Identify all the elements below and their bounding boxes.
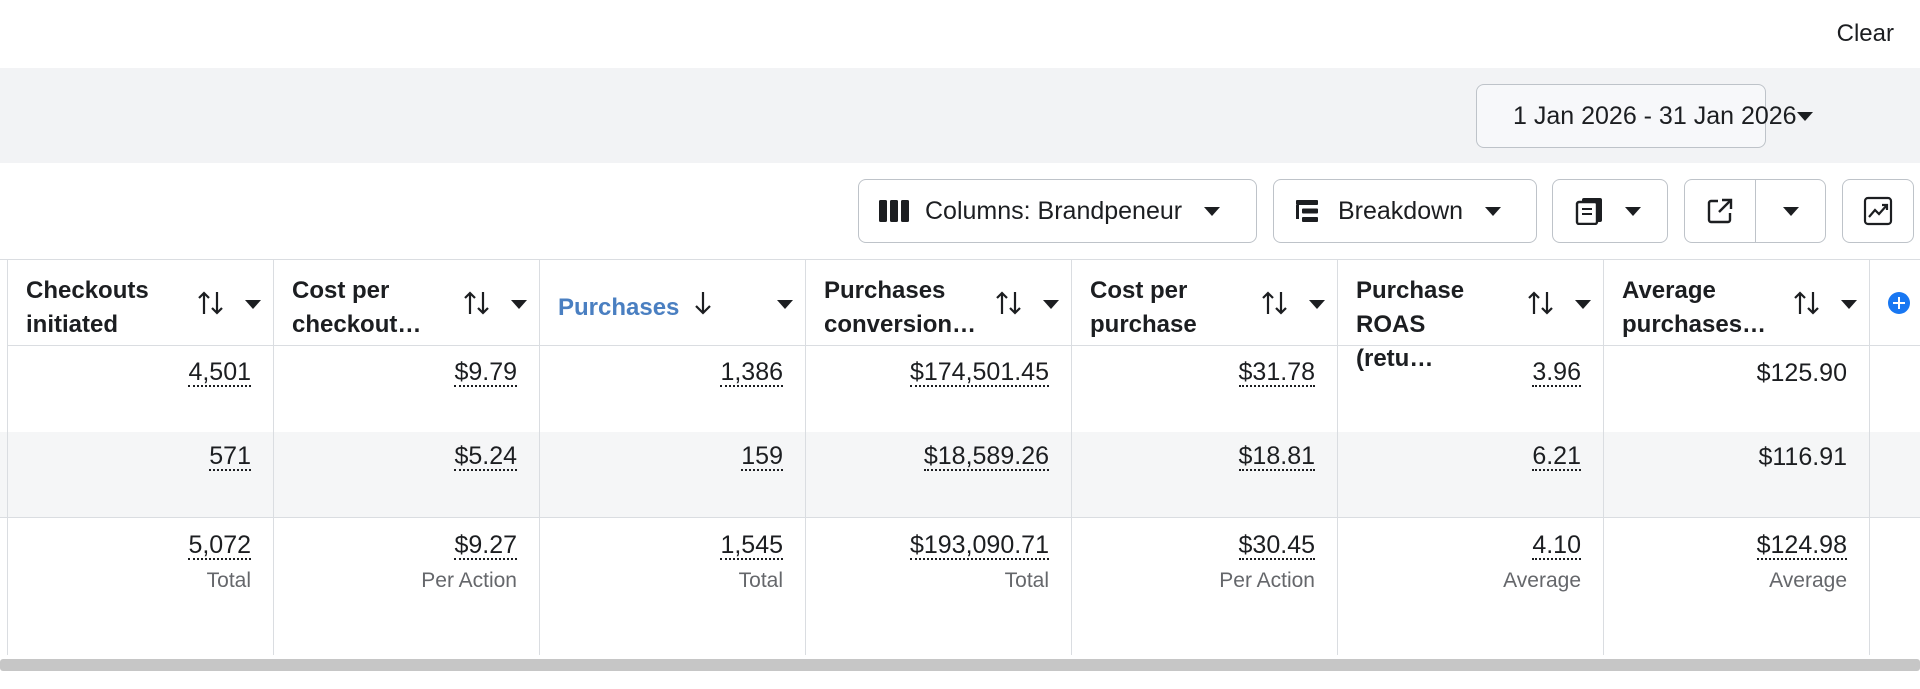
column-average-purchases-value: Average purchases… $125.90 $116.91 $124.… (1604, 260, 1870, 655)
table-cell[interactable]: $18.81 (1238, 442, 1315, 471)
chevron-down-icon[interactable] (1575, 300, 1591, 309)
sort-icon[interactable] (1260, 290, 1290, 316)
column-title: Cost per checkout… (292, 277, 422, 338)
row-divider (0, 517, 1920, 518)
chevron-down-icon (1485, 206, 1502, 216)
add-column-icon[interactable] (1888, 292, 1910, 314)
data-table: Checkouts initiated 4,501 571 5,072 Tota… (0, 259, 1920, 656)
sort-descending-icon[interactable] (690, 290, 720, 316)
column-header[interactable]: Cost per purchase (1072, 260, 1337, 346)
sort-icon[interactable] (462, 290, 492, 316)
sort-icon[interactable] (994, 290, 1024, 316)
column-purchases: Purchases 1,386 159 1,545 Total (540, 260, 806, 655)
column-header[interactable]: Purchases (540, 260, 805, 346)
table-cell: $125.90 (1756, 359, 1847, 387)
chevron-down-icon[interactable] (1309, 300, 1325, 309)
table-cell[interactable]: $31.78 (1238, 358, 1315, 387)
table-cell[interactable]: $5.24 (454, 442, 517, 471)
column-header[interactable]: Purchase ROAS (retu… (1338, 260, 1603, 372)
table-cell[interactable]: 3.96 (1532, 358, 1581, 387)
chevron-down-icon[interactable] (1783, 207, 1799, 216)
table-column-edge (0, 260, 8, 655)
column-title: Average purchases… (1622, 277, 1767, 338)
column-title: Purchases conversion… (824, 277, 974, 338)
total-label: Average (1769, 569, 1847, 592)
column-header[interactable]: Cost per checkout… (274, 260, 539, 346)
chevron-down-icon[interactable] (1043, 300, 1059, 309)
total-cell[interactable]: $193,090.71 (909, 531, 1049, 560)
chevron-down-icon[interactable] (777, 300, 793, 309)
total-label: Per Action (421, 569, 517, 592)
column-title: Purchase ROAS (retu… (1356, 277, 1465, 372)
columns-label: Columns: Brandpeneur (925, 196, 1183, 225)
column-title: Checkouts initiated (26, 277, 149, 338)
split-divider (1755, 180, 1756, 242)
column-header[interactable]: Purchases conversion… (806, 260, 1071, 346)
chevron-down-icon (1625, 206, 1641, 216)
sort-icon[interactable] (1526, 290, 1556, 316)
table-cell[interactable]: $18,589.26 (923, 442, 1049, 471)
chevron-down-icon[interactable] (511, 300, 527, 309)
chevron-down-icon[interactable] (1841, 300, 1857, 309)
table-cell[interactable]: 1,386 (720, 358, 783, 387)
reports-icon (1575, 198, 1602, 225)
total-label: Total (738, 569, 783, 592)
total-label: Per Action (1219, 569, 1315, 592)
date-range-label: 1 Jan 2026 - 31 Jan 2026 (1513, 101, 1797, 130)
total-cell[interactable]: $124.98 (1756, 531, 1847, 560)
breakdown-icon (1296, 200, 1318, 222)
table-cell[interactable]: 4,501 (188, 358, 251, 387)
chevron-down-icon (1796, 111, 1813, 121)
total-cell[interactable]: $30.45 (1238, 531, 1315, 560)
total-cell[interactable]: $9.27 (454, 531, 517, 560)
table-cell[interactable]: $174,501.45 (909, 358, 1049, 387)
chevron-down-icon[interactable] (245, 300, 261, 309)
date-range-picker[interactable]: 1 Jan 2026 - 31 Jan 2026 (1476, 84, 1813, 148)
reports-button[interactable] (1552, 179, 1668, 243)
chart-button[interactable] (1842, 179, 1914, 243)
total-cell[interactable]: 4.10 (1532, 531, 1581, 560)
total-cell[interactable]: 5,072 (188, 531, 251, 560)
filter-bar: Clear (0, 0, 1920, 69)
export-icon (1707, 198, 1733, 224)
sort-icon[interactable] (196, 290, 226, 316)
table-cell[interactable]: $9.79 (454, 358, 517, 387)
columns-icon (879, 200, 909, 222)
export-button[interactable] (1684, 179, 1826, 243)
table-row-shade (0, 432, 1920, 517)
date-band: 1 Jan 2026 - 31 Jan 2026 (0, 68, 1920, 163)
column-title: Cost per purchase (1090, 277, 1197, 338)
column-checkouts-initiated: Checkouts initiated 4,501 571 5,072 Tota… (8, 260, 274, 655)
column-purchase-roas: Purchase ROAS (retu… 3.96 6.21 4.10 Aver… (1338, 260, 1604, 655)
clear-filters-button[interactable]: Clear (1836, 20, 1894, 47)
total-cell[interactable]: 1,545 (720, 531, 783, 560)
column-purchases-conversion-value: Purchases conversion… $174,501.45 $18,58… (806, 260, 1072, 655)
column-header[interactable]: Average purchases… (1604, 260, 1869, 346)
column-cost-per-checkout: Cost per checkout… $9.79 $5.24 $9.27 Per… (274, 260, 540, 655)
column-header[interactable]: Checkouts initiated (8, 260, 273, 346)
columns-button[interactable]: Columns: Brandpeneur (858, 179, 1257, 243)
breakdown-button[interactable]: Breakdown (1273, 179, 1537, 243)
table-cell[interactable]: 159 (741, 442, 783, 471)
total-label: Total (206, 569, 251, 592)
total-label: Total (1004, 569, 1049, 592)
table-cell[interactable]: 571 (209, 442, 251, 471)
table-cell[interactable]: 6.21 (1532, 442, 1581, 471)
column-cost-per-purchase: Cost per purchase $31.78 $18.81 $30.45 P… (1072, 260, 1338, 655)
table-toolbar: Columns: Brandpeneur Breakdown (0, 163, 1920, 259)
total-label: Average (1503, 569, 1581, 592)
horizontal-scrollbar[interactable] (0, 659, 1920, 671)
column-title: Purchases (558, 294, 680, 321)
add-column-header (1870, 260, 1920, 346)
breakdown-label: Breakdown (1338, 196, 1464, 225)
chart-icon (1863, 196, 1893, 226)
chevron-down-icon (1204, 206, 1221, 216)
sort-icon[interactable] (1792, 290, 1822, 316)
table-cell: $116.91 (1758, 443, 1847, 471)
